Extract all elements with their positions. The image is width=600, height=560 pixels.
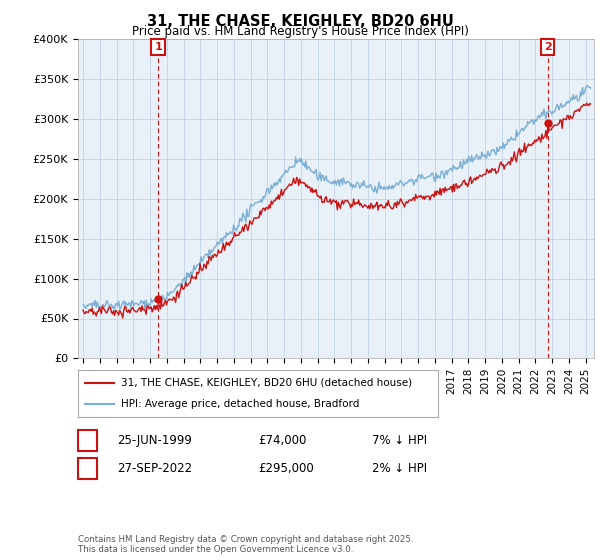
Text: 2: 2 [544,42,551,52]
Text: £74,000: £74,000 [258,433,307,447]
Text: 2% ↓ HPI: 2% ↓ HPI [372,461,427,475]
Text: 27-SEP-2022: 27-SEP-2022 [117,461,192,475]
Text: £295,000: £295,000 [258,461,314,475]
Text: 25-JUN-1999: 25-JUN-1999 [117,433,192,447]
Text: Price paid vs. HM Land Registry's House Price Index (HPI): Price paid vs. HM Land Registry's House … [131,25,469,38]
Text: 1: 1 [154,42,162,52]
Text: HPI: Average price, detached house, Bradford: HPI: Average price, detached house, Brad… [121,399,359,409]
Text: 31, THE CHASE, KEIGHLEY, BD20 6HU (detached house): 31, THE CHASE, KEIGHLEY, BD20 6HU (detac… [121,378,412,388]
Text: 7% ↓ HPI: 7% ↓ HPI [372,433,427,447]
Text: 2: 2 [84,463,91,473]
Text: Contains HM Land Registry data © Crown copyright and database right 2025.
This d: Contains HM Land Registry data © Crown c… [78,535,413,554]
Text: 1: 1 [84,435,91,445]
Text: 31, THE CHASE, KEIGHLEY, BD20 6HU: 31, THE CHASE, KEIGHLEY, BD20 6HU [146,14,454,29]
